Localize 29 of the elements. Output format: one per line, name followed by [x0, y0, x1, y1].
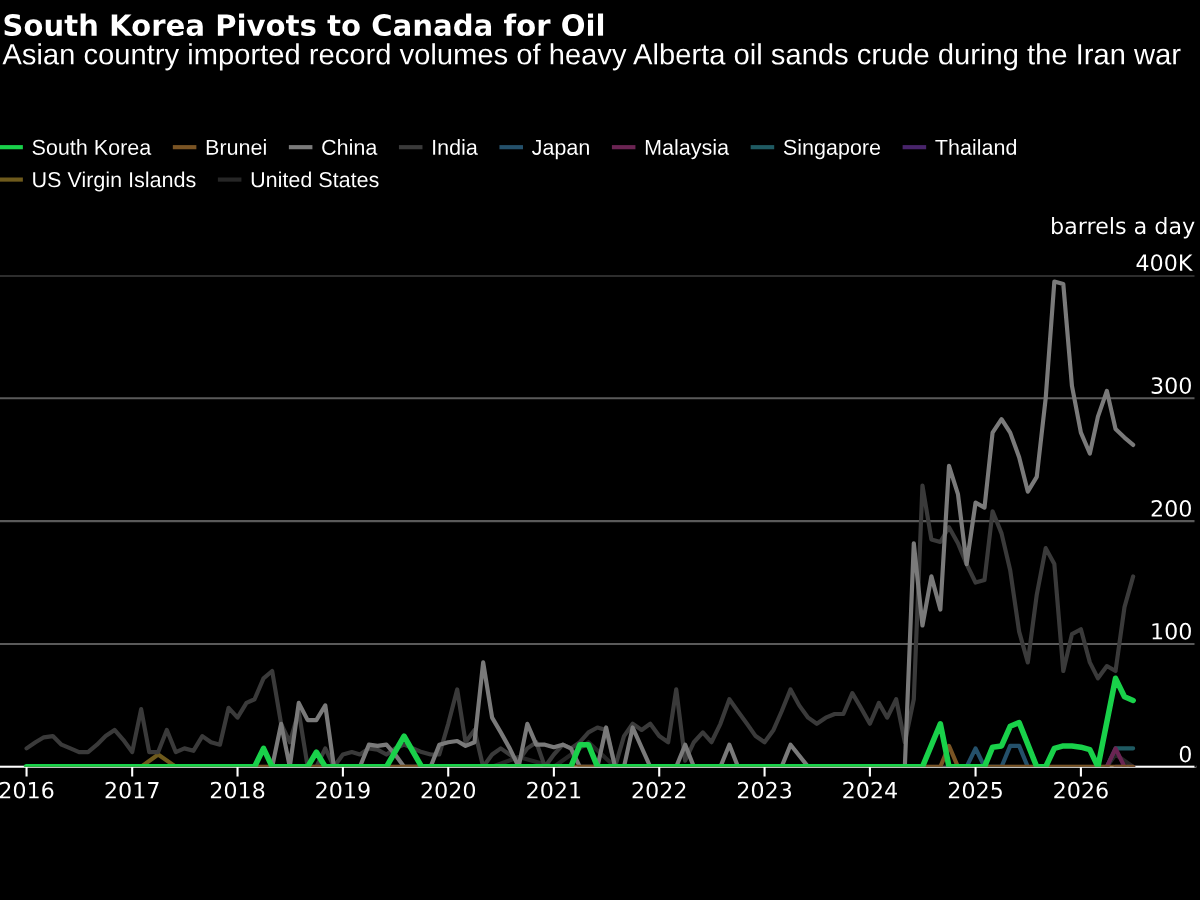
x-tick-label: 2023	[737, 781, 792, 799]
x-tick-label: 2020	[421, 781, 476, 799]
legend-label: Malaysia	[645, 139, 730, 160]
x-tick-label: 2022	[632, 781, 686, 799]
legend-label: Japan	[531, 139, 589, 160]
x-tick-label: 2024	[843, 781, 897, 799]
x-tick-label: 2019	[316, 781, 370, 799]
legend-label: China	[322, 139, 378, 155]
x-tick-label: 2016	[0, 781, 54, 799]
legend-label: India	[433, 139, 478, 155]
x-tick-label: 2026	[1054, 781, 1108, 799]
y-tick-label: 400K	[1136, 254, 1193, 272]
y-tick-label: 100	[1152, 622, 1191, 640]
chart-subtitle: Asian country imported record volumes of heavy Alberta oil sands crude during the Iran war	[2, 43, 1181, 71]
x-tick-label: 2017	[105, 781, 159, 799]
x-tick-label: 2025	[948, 781, 1002, 799]
x-tick-label: 2018	[210, 781, 265, 799]
legend-label: United States	[251, 171, 379, 188]
chart-title: South Korea Pivots to Canada for Oil	[4, 13, 604, 37]
y-tick-label: 300	[1151, 377, 1191, 394]
y-tick-label: 200	[1151, 499, 1191, 517]
legend-label: Brunei	[206, 139, 266, 155]
y-axis-title: barrels a day	[1052, 216, 1195, 239]
legend-label: US Virgin Islands	[33, 171, 196, 192]
x-tick-label: 2021	[527, 781, 581, 799]
y-tick-label: 0	[1179, 745, 1191, 763]
legend-label: Thailand	[935, 139, 1017, 155]
legend-label: South Korea	[32, 139, 152, 155]
legend-label: Singapore	[783, 139, 881, 160]
